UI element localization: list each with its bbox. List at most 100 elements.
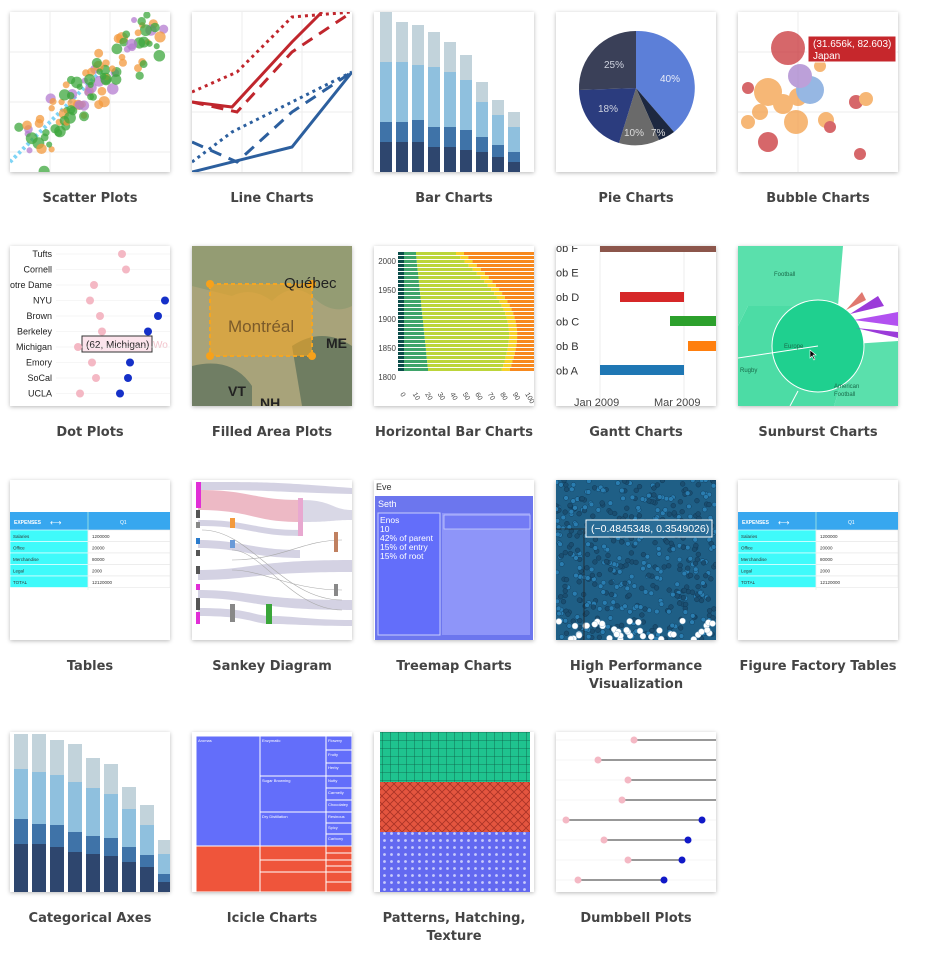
icicle-label-enzymatic: Enzymatic bbox=[262, 738, 280, 743]
gallery-card-sankey[interactable]: Sankey Diagram bbox=[192, 480, 362, 676]
hp-point-icon bbox=[698, 636, 705, 640]
hbar-segment-icon bbox=[404, 356, 427, 359]
sunburst-thumbnail[interactable]: Football Europe Rugby American Football bbox=[738, 246, 898, 406]
gallery-card-bubble[interactable]: (31.656k, 82.603) Japan Bubble Charts bbox=[738, 12, 908, 208]
bubble-chart-thumbnail[interactable]: (31.656k, 82.603) Japan bbox=[738, 12, 898, 172]
gallery-card-dot[interactable]: (62, Michigan) Wo Tufts Cornell otre Dame N… bbox=[10, 246, 180, 442]
stacked-bar-icon bbox=[380, 62, 392, 122]
gallery-caption[interactable]: Sankey Diagram bbox=[212, 659, 332, 674]
gallery-caption[interactable]: Tables bbox=[66, 659, 114, 674]
gallery-caption[interactable]: Gantt Charts bbox=[589, 425, 683, 440]
high-performance-thumbnail[interactable]: (−0.4845348, 0.3549026) bbox=[556, 480, 716, 640]
filled-area-thumbnail[interactable]: Québec Montréal ME VT NH bbox=[192, 246, 352, 406]
hbar-segment-icon bbox=[404, 284, 420, 287]
gallery-card-scatter[interactable]: Scatter Plots bbox=[10, 12, 180, 208]
hp-point-icon bbox=[556, 518, 561, 524]
horizontal-bar-icon: 2000 1950 1900 1850 1800 0 10 20 30 40 50 60 70 80 90 1… bbox=[374, 246, 534, 406]
scatter-plot-thumbnail[interactable] bbox=[10, 12, 170, 172]
gallery-caption[interactable]: Dumbbell Plots bbox=[580, 911, 692, 926]
gallery-card-bar[interactable]: Bar Charts bbox=[374, 12, 544, 208]
hp-point-icon bbox=[655, 507, 661, 513]
gallery-caption[interactable]: High Performance Visualization bbox=[569, 659, 703, 692]
horizontal-bar-thumbnail[interactable]: 2000 1950 1900 1850 1800 0 10 20 30 40 50 60 70 80 90 1… bbox=[374, 246, 534, 406]
gallery-caption[interactable]: Filled Area Plots bbox=[211, 425, 333, 440]
gallery-card-treemap[interactable]: Eve Seth Enos 10 42% of parent 15% of en… bbox=[374, 480, 544, 676]
gallery-card-dumbbell[interactable]: Dumbbell Plots bbox=[556, 732, 726, 928]
hp-point-icon bbox=[584, 551, 591, 558]
dumbbell-start-icon bbox=[618, 796, 626, 804]
hp-point-icon bbox=[562, 509, 568, 515]
hp-point-icon bbox=[686, 503, 692, 510]
dot-tooltip: (62, Michigan) bbox=[86, 340, 149, 351]
hbar-segment-icon bbox=[464, 252, 534, 255]
gallery-card-patterns[interactable]: Patterns, Hatching, Texture bbox=[374, 732, 544, 946]
hbar-segment-icon bbox=[509, 304, 534, 307]
hp-point-icon bbox=[695, 482, 701, 488]
gallery-caption[interactable]: Line Charts bbox=[230, 191, 314, 206]
bar-chart-thumbnail[interactable] bbox=[374, 12, 534, 172]
scatter-dot-icon bbox=[100, 74, 112, 86]
gallery-caption[interactable]: Dot Plots bbox=[56, 425, 124, 440]
gallery-caption[interactable]: Treemap Charts bbox=[396, 659, 512, 674]
hp-point-icon bbox=[621, 480, 628, 484]
hbar-segment-icon bbox=[507, 320, 516, 323]
gallery-card-filled-area[interactable]: Québec Montréal ME VT NH Filled Area Plo… bbox=[192, 246, 362, 442]
gallery-caption[interactable]: Patterns, Hatching, Texture bbox=[382, 911, 526, 944]
hp-point-icon bbox=[585, 489, 592, 495]
scatter-dot-icon bbox=[87, 67, 96, 76]
patterns-thumbnail[interactable] bbox=[374, 732, 534, 892]
table-row-value: 20000 bbox=[820, 546, 833, 551]
gallery-card-high-performance[interactable]: (−0.4845348, 0.3549026) High Performance… bbox=[556, 480, 726, 694]
categorical-axes-thumbnail[interactable] bbox=[10, 732, 170, 892]
hp-point-icon bbox=[577, 565, 583, 571]
gallery-card-tables[interactable]: EXPENSES ⟷ Q1 Salaries 1200000 Office 20000 Mer… bbox=[10, 480, 180, 676]
hbar-segment-icon bbox=[404, 332, 425, 335]
hbar-segment-icon bbox=[495, 284, 534, 287]
gallery-card-gantt[interactable]: Jan 2009 Mar 2009 ob F ob E ob D ob C ob B ob… bbox=[556, 246, 726, 442]
gallery-card-pie[interactable]: 40% 25% 18% 10% 7% Pie Charts bbox=[556, 12, 726, 208]
gantt-row-label: ob B bbox=[556, 341, 579, 353]
treemap-thumbnail[interactable]: Eve Seth Enos 10 42% of parent 15% of en… bbox=[374, 480, 534, 640]
hp-point-icon bbox=[640, 619, 646, 625]
gallery-card-sunburst[interactable]: Football Europe Rugby American Football … bbox=[738, 246, 908, 442]
gallery-caption[interactable]: Sunburst Charts bbox=[758, 425, 878, 440]
line-chart-icon bbox=[192, 12, 352, 172]
hp-point-icon bbox=[610, 538, 617, 544]
gallery-card-categorical[interactable]: Categorical Axes bbox=[10, 732, 180, 928]
gallery-caption[interactable]: Bubble Charts bbox=[766, 191, 870, 206]
dot-plot-row-label: UCLA bbox=[28, 389, 52, 399]
gallery-caption[interactable]: Categorical Axes bbox=[28, 911, 152, 926]
hp-point-icon bbox=[668, 604, 674, 610]
hp-point-icon bbox=[604, 547, 610, 553]
gallery-card-line[interactable]: Line Charts bbox=[192, 12, 362, 208]
dumbbell-thumbnail[interactable] bbox=[556, 732, 716, 892]
dot-plot-thumbnail[interactable]: (62, Michigan) Wo Tufts Cornell otre Dame N… bbox=[10, 246, 170, 406]
gallery-card-horizontal-bar[interactable]: 2000 1950 1900 1850 1800 0 10 20 30 40 50 60 70 80 90 1… bbox=[374, 246, 544, 442]
scatter-dot-icon bbox=[42, 129, 50, 137]
gallery-caption[interactable]: Icicle Charts bbox=[226, 911, 318, 926]
gallery-caption[interactable]: Figure Factory Tables bbox=[739, 659, 897, 674]
hbar-segment-icon bbox=[416, 260, 465, 263]
gallery-caption[interactable]: Pie Charts bbox=[598, 191, 674, 206]
line-chart-thumbnail[interactable] bbox=[192, 12, 352, 172]
hp-point-icon bbox=[605, 552, 611, 559]
hp-point-icon bbox=[625, 558, 631, 564]
icicle-thumbnail[interactable]: Aromas Enzymatic Flowery Fruity Herby Su… bbox=[192, 732, 352, 892]
stacked-bar-icon bbox=[476, 152, 488, 172]
hbar-segment-icon bbox=[426, 356, 506, 359]
dot-plot-row-label: Cornell bbox=[23, 265, 52, 275]
table-thumbnail[interactable]: EXPENSES ⟷ Q1 Salaries 1200000 Office 20000 Mer… bbox=[10, 480, 170, 640]
gallery-card-figure-factory[interactable]: EXPENSES ⟷ Q1 Salaries 1200000 Office 20000 Mer… bbox=[738, 480, 908, 676]
gallery-card-icicle[interactable]: Aromas Enzymatic Flowery Fruity Herby Su… bbox=[192, 732, 362, 928]
gallery-caption[interactable]: Horizontal Bar Charts bbox=[375, 425, 533, 440]
pie-chart-thumbnail[interactable]: 40% 25% 18% 10% 7% bbox=[556, 12, 716, 172]
sankey-thumbnail[interactable] bbox=[192, 480, 352, 640]
dumbbell-start-icon bbox=[600, 836, 608, 844]
gantt-thumbnail[interactable]: Jan 2009 Mar 2009 ob F ob E ob D ob C ob B ob… bbox=[556, 246, 716, 406]
gallery-caption[interactable]: Bar Charts bbox=[415, 191, 493, 206]
hp-point-icon bbox=[557, 541, 563, 547]
hp-point-icon bbox=[624, 585, 630, 592]
hp-point-icon bbox=[685, 490, 691, 496]
gallery-caption[interactable]: Scatter Plots bbox=[42, 191, 138, 206]
figure-factory-table-thumbnail[interactable]: EXPENSES ⟷ Q1 Salaries 1200000 Office 20000 Mer… bbox=[738, 480, 898, 640]
